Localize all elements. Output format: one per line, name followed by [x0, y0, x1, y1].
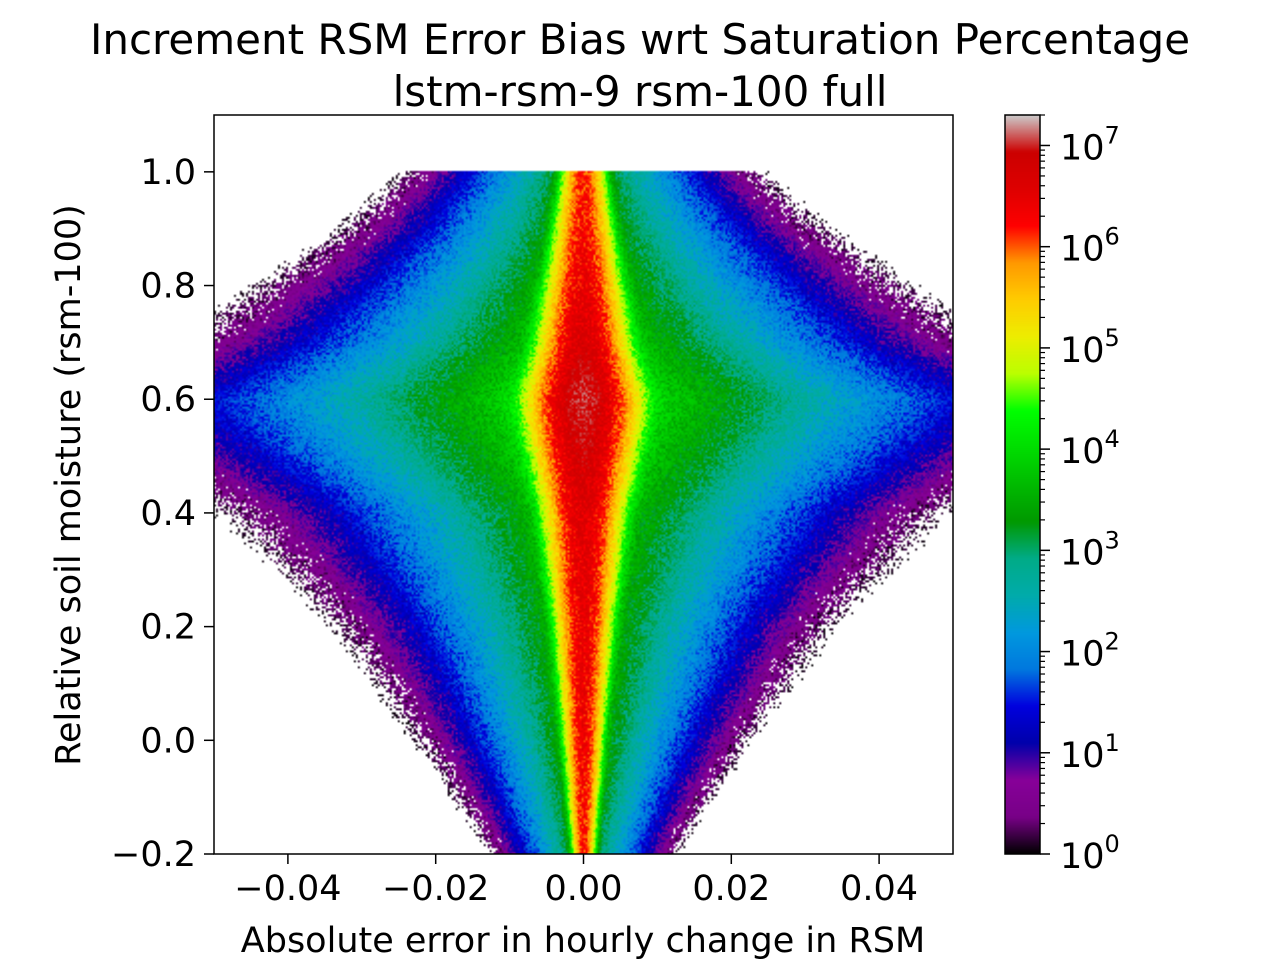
colorbar-tick-label: 107: [1060, 121, 1120, 168]
x-tick-label: −0.02: [382, 869, 489, 909]
colorbar-frame: [1004, 114, 1041, 855]
colorbar-tick-label: 100: [1060, 830, 1120, 877]
y-tick-label: 0.6: [140, 380, 196, 420]
y-tick-label: 0.0: [140, 721, 196, 761]
plot-area: [213, 114, 954, 855]
chart-title: Increment RSM Error Bias wrt Saturation …: [90, 15, 1190, 64]
colorbar-tick-label: 105: [1060, 324, 1120, 371]
y-axis: −0.2 0.0 0.2 0.4 0.6 0.8 1.0: [111, 153, 214, 875]
colorbar-tick-label: 106: [1060, 223, 1120, 270]
x-tick-label: 0.04: [840, 869, 918, 909]
y-tick-label: 0.4: [140, 494, 196, 534]
colorbar-tick-label: 103: [1060, 526, 1120, 573]
colorbar-tick-label: 101: [1060, 729, 1120, 776]
colorbar-image: [1005, 115, 1040, 854]
x-axis: −0.04 −0.02 0.00 0.02 0.04: [234, 854, 918, 909]
y-tick-label: −0.2: [111, 835, 196, 875]
colorbar-ticks: 100 101 102 103 104 105 106 107: [1040, 114, 1120, 877]
x-tick-label: 0.02: [692, 869, 770, 909]
chart-subtitle: lstm-rsm-9 rsm-100 full: [393, 67, 888, 116]
y-tick-label: 0.8: [140, 267, 196, 307]
heatmap-image: [214, 115, 953, 854]
x-tick-label: 0.00: [545, 869, 623, 909]
y-axis-label: Relative soil moisture (rsm-100): [49, 204, 89, 766]
colorbar: 100 101 102 103 104 105 106 107: [1004, 114, 1120, 877]
colorbar-tick-label: 104: [1060, 425, 1120, 472]
colorbar-tick-label: 102: [1060, 628, 1120, 675]
y-tick-label: 1.0: [140, 153, 196, 193]
x-tick-label: −0.04: [234, 869, 341, 909]
y-tick-label: 0.2: [140, 608, 196, 648]
x-axis-label: Absolute error in hourly change in RSM: [241, 921, 925, 960]
